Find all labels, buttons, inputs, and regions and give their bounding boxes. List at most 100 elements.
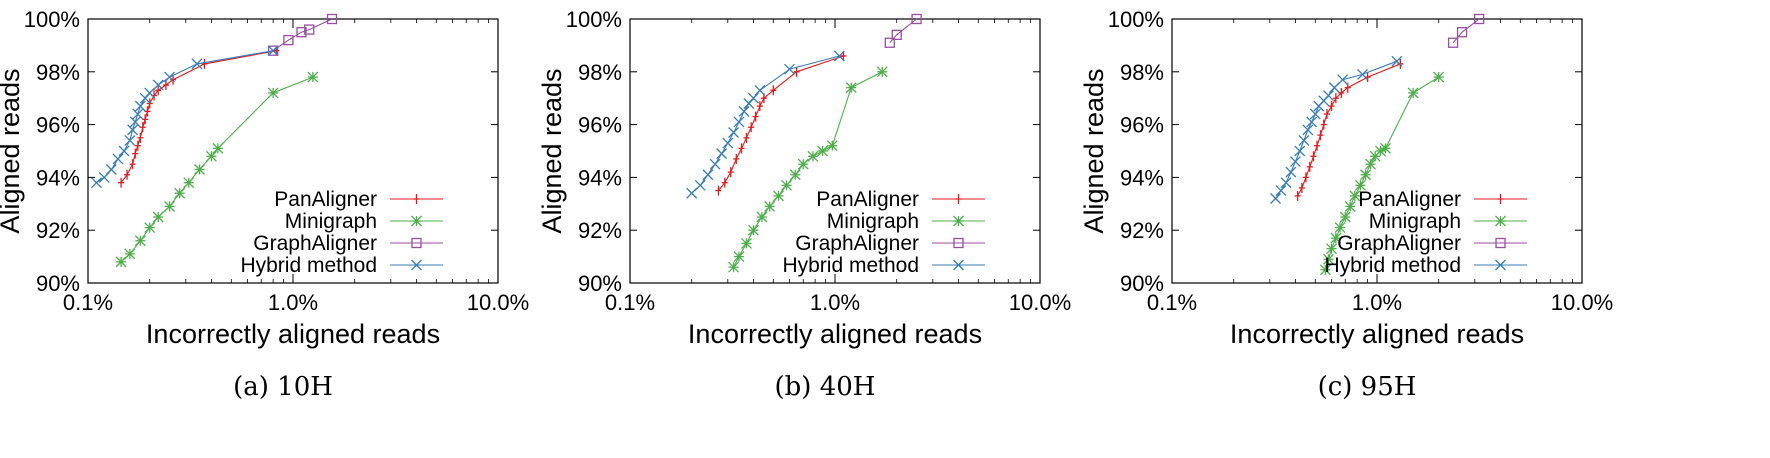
- data-point: [1330, 232, 1342, 244]
- data-point: [728, 127, 740, 138]
- x-axis-label: Incorrectly aligned reads: [688, 319, 982, 349]
- data-point: [747, 92, 759, 104]
- data-point: [1314, 140, 1321, 151]
- legend-item: PanAligner: [274, 188, 443, 211]
- series-line: [889, 18, 917, 44]
- data-point: [773, 190, 784, 202]
- data-point: [738, 143, 745, 154]
- data-point: [152, 211, 164, 223]
- data-point: [124, 248, 136, 260]
- y-tick-label: 96%: [1120, 113, 1164, 138]
- series-line: [1324, 76, 1439, 270]
- legend-item: Minigraph: [285, 210, 443, 233]
- data-point: [1334, 222, 1346, 234]
- data-point: [1380, 142, 1391, 154]
- data-point: [194, 164, 205, 175]
- data-point: [124, 169, 131, 180]
- y-tick-label: 90%: [1120, 271, 1164, 296]
- data-point: [1326, 243, 1337, 255]
- data-point: [845, 82, 857, 94]
- x-tick-label: 0.1%: [1147, 290, 1197, 315]
- y-tick-label: 100%: [566, 7, 622, 32]
- series-hybrid-method: [1270, 55, 1403, 204]
- y-tick-label: 100%: [1108, 7, 1164, 32]
- data-point: [694, 179, 706, 191]
- data-point: [112, 153, 124, 165]
- data-point: [733, 251, 745, 263]
- data-point: [1306, 116, 1318, 128]
- legend-item: Hybrid method: [240, 254, 443, 277]
- series-line: [1297, 63, 1401, 197]
- data-point: [1433, 71, 1445, 83]
- data-point: [770, 85, 777, 96]
- data-point: [1447, 37, 1459, 48]
- x-tick-label: 10.0%: [1551, 290, 1613, 315]
- data-point: [129, 116, 141, 128]
- data-point: [127, 124, 139, 136]
- data-point: [201, 58, 208, 69]
- data-point: [1302, 172, 1309, 183]
- y-tick-label: 94%: [36, 165, 80, 190]
- data-point: [702, 169, 714, 181]
- x-tick-label: 10.0%: [1009, 290, 1071, 315]
- data-point: [754, 84, 766, 96]
- series-line: [1452, 18, 1480, 44]
- legend-item: GraphAligner: [253, 232, 443, 255]
- data-point: [212, 142, 224, 154]
- panel-caption: (c) 95H: [1318, 372, 1417, 402]
- data-point: [144, 222, 156, 234]
- data-point: [283, 34, 294, 46]
- data-point: [1354, 179, 1366, 191]
- data-point: [789, 169, 801, 181]
- data-point: [733, 153, 740, 164]
- legend-label: Hybrid method: [1324, 254, 1461, 277]
- data-point: [1294, 190, 1301, 201]
- data-point: [715, 185, 722, 196]
- legend-label: Minigraph: [827, 210, 919, 233]
- data-point: [137, 132, 144, 143]
- data-point: [191, 58, 203, 70]
- data-point: [139, 122, 146, 133]
- legend-swatch-marker: [1495, 259, 1506, 271]
- data-point: [1306, 161, 1313, 172]
- legend-label: Hybrid method: [240, 254, 377, 277]
- data-point: [1357, 68, 1368, 80]
- y-tick-label: 98%: [1120, 60, 1164, 85]
- legend-label: GraphAligner: [253, 232, 377, 255]
- data-point: [797, 158, 809, 170]
- panel-caption: (b) 40H: [775, 372, 876, 402]
- data-point: [1360, 169, 1372, 181]
- series-graphaligner: [1447, 13, 1485, 48]
- data-point: [891, 29, 902, 40]
- data-point: [307, 71, 319, 83]
- data-point: [1294, 145, 1306, 157]
- legend-item: Hybrid method: [782, 254, 985, 277]
- data-point: [1275, 185, 1287, 197]
- y-tick-label: 92%: [578, 218, 622, 243]
- chart-panel-2: 90% 92% 94% 96% 98% 100% 0.1% 1.0% 10.0% Incorrec…: [537, 7, 1071, 402]
- chart-panel-1: 90% 92% 94% 96% 98% 100% 0.1% 1.0% 10.0% Incorrec…: [0, 7, 529, 402]
- data-point: [115, 256, 127, 268]
- data-point: [876, 66, 888, 78]
- data-point: [134, 235, 146, 247]
- series-graphaligner: [884, 13, 922, 48]
- legend-swatch-marker: [411, 259, 422, 271]
- data-point: [833, 50, 845, 62]
- data-point: [1320, 119, 1327, 130]
- data-point: [733, 116, 745, 128]
- series-graphaligner: [267, 13, 338, 56]
- data-point: [1391, 55, 1403, 67]
- data-point: [738, 105, 750, 117]
- legend-swatch-marker: [953, 237, 964, 249]
- data-point: [267, 45, 279, 57]
- series-minigraph: [1319, 71, 1445, 276]
- data-point: [1310, 151, 1317, 162]
- data-point: [183, 177, 195, 189]
- data-point: [174, 187, 186, 199]
- data-point: [296, 27, 307, 38]
- data-point: [134, 100, 146, 112]
- data-point: [716, 148, 728, 160]
- data-point: [1328, 101, 1335, 112]
